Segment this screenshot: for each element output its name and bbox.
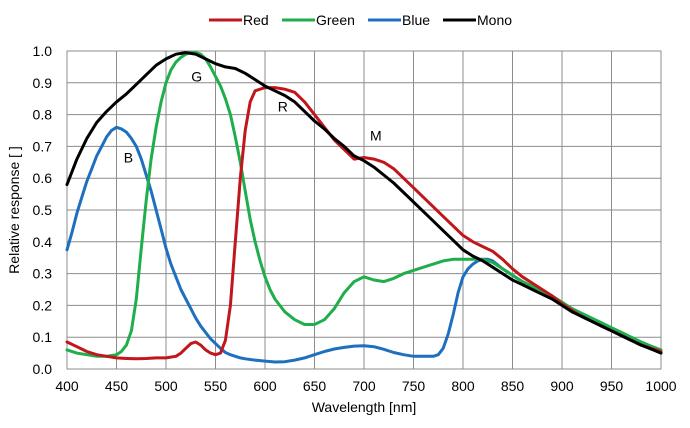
y-tick-label: 0.4 xyxy=(33,234,53,250)
legend-item-green: Green xyxy=(282,12,355,28)
y-tick-label: 0.8 xyxy=(33,107,53,123)
curve-label-g: G xyxy=(191,68,202,84)
x-axis-title: Wavelength [nm] xyxy=(312,399,417,415)
y-tick-label: 0.2 xyxy=(33,297,53,313)
legend-label: Blue xyxy=(402,12,430,28)
series-lines xyxy=(65,51,663,364)
series-line-mono xyxy=(65,51,663,355)
y-tick-label: 0.5 xyxy=(33,202,53,218)
y-tick-label: 0.7 xyxy=(33,138,53,154)
y-tick-label: 0.6 xyxy=(33,170,53,186)
legend-item-red: Red xyxy=(209,12,269,28)
legend-item-blue: Blue xyxy=(368,12,430,28)
y-tick-label: 0.1 xyxy=(33,329,53,345)
x-tick-label: 400 xyxy=(55,378,79,394)
curve-label-b: B xyxy=(124,150,133,166)
x-tick-label: 450 xyxy=(105,378,129,394)
legend: Red Green Blue Mono xyxy=(209,12,512,28)
legend-label: Green xyxy=(316,12,355,28)
plot-frame xyxy=(66,50,662,370)
legend-label: Mono xyxy=(477,12,512,28)
x-tick-label: 950 xyxy=(600,378,624,394)
x-tick-label: 600 xyxy=(253,378,277,394)
grid-lines xyxy=(66,50,662,370)
legend-item-mono: Mono xyxy=(443,12,512,28)
series-line-red xyxy=(65,86,663,361)
x-tick-label: 500 xyxy=(154,378,178,394)
x-tick-label: 750 xyxy=(402,378,426,394)
y-tick-label: 1.0 xyxy=(33,43,53,59)
x-tick-label: 1000 xyxy=(645,378,676,394)
y-tick-label: 0.0 xyxy=(33,361,53,377)
x-axis-tick-labels: 400 450 500 550 600 650 700 750 800 850 900 950 1000 xyxy=(55,378,676,394)
x-tick-label: 900 xyxy=(550,378,574,394)
series-line-green xyxy=(65,51,663,358)
x-tick-label: 550 xyxy=(204,378,228,394)
x-tick-label: 800 xyxy=(451,378,475,394)
x-tick-label: 650 xyxy=(303,378,327,394)
y-tick-label: 0.3 xyxy=(33,266,53,282)
curve-label-m: M xyxy=(370,127,382,143)
x-tick-label: 700 xyxy=(352,378,376,394)
curve-annotations: B G R M xyxy=(124,68,382,165)
x-tick-label: 850 xyxy=(501,378,525,394)
y-axis-tick-labels: 0.0 0.1 0.2 0.3 0.4 0.5 0.6 0.7 0.8 0.9 1.0 xyxy=(33,43,53,377)
y-axis-title: Relative response [ ] xyxy=(6,146,22,274)
y-tick-label: 0.9 xyxy=(33,75,53,91)
legend-label: Red xyxy=(243,12,269,28)
curve-label-r: R xyxy=(278,99,288,115)
